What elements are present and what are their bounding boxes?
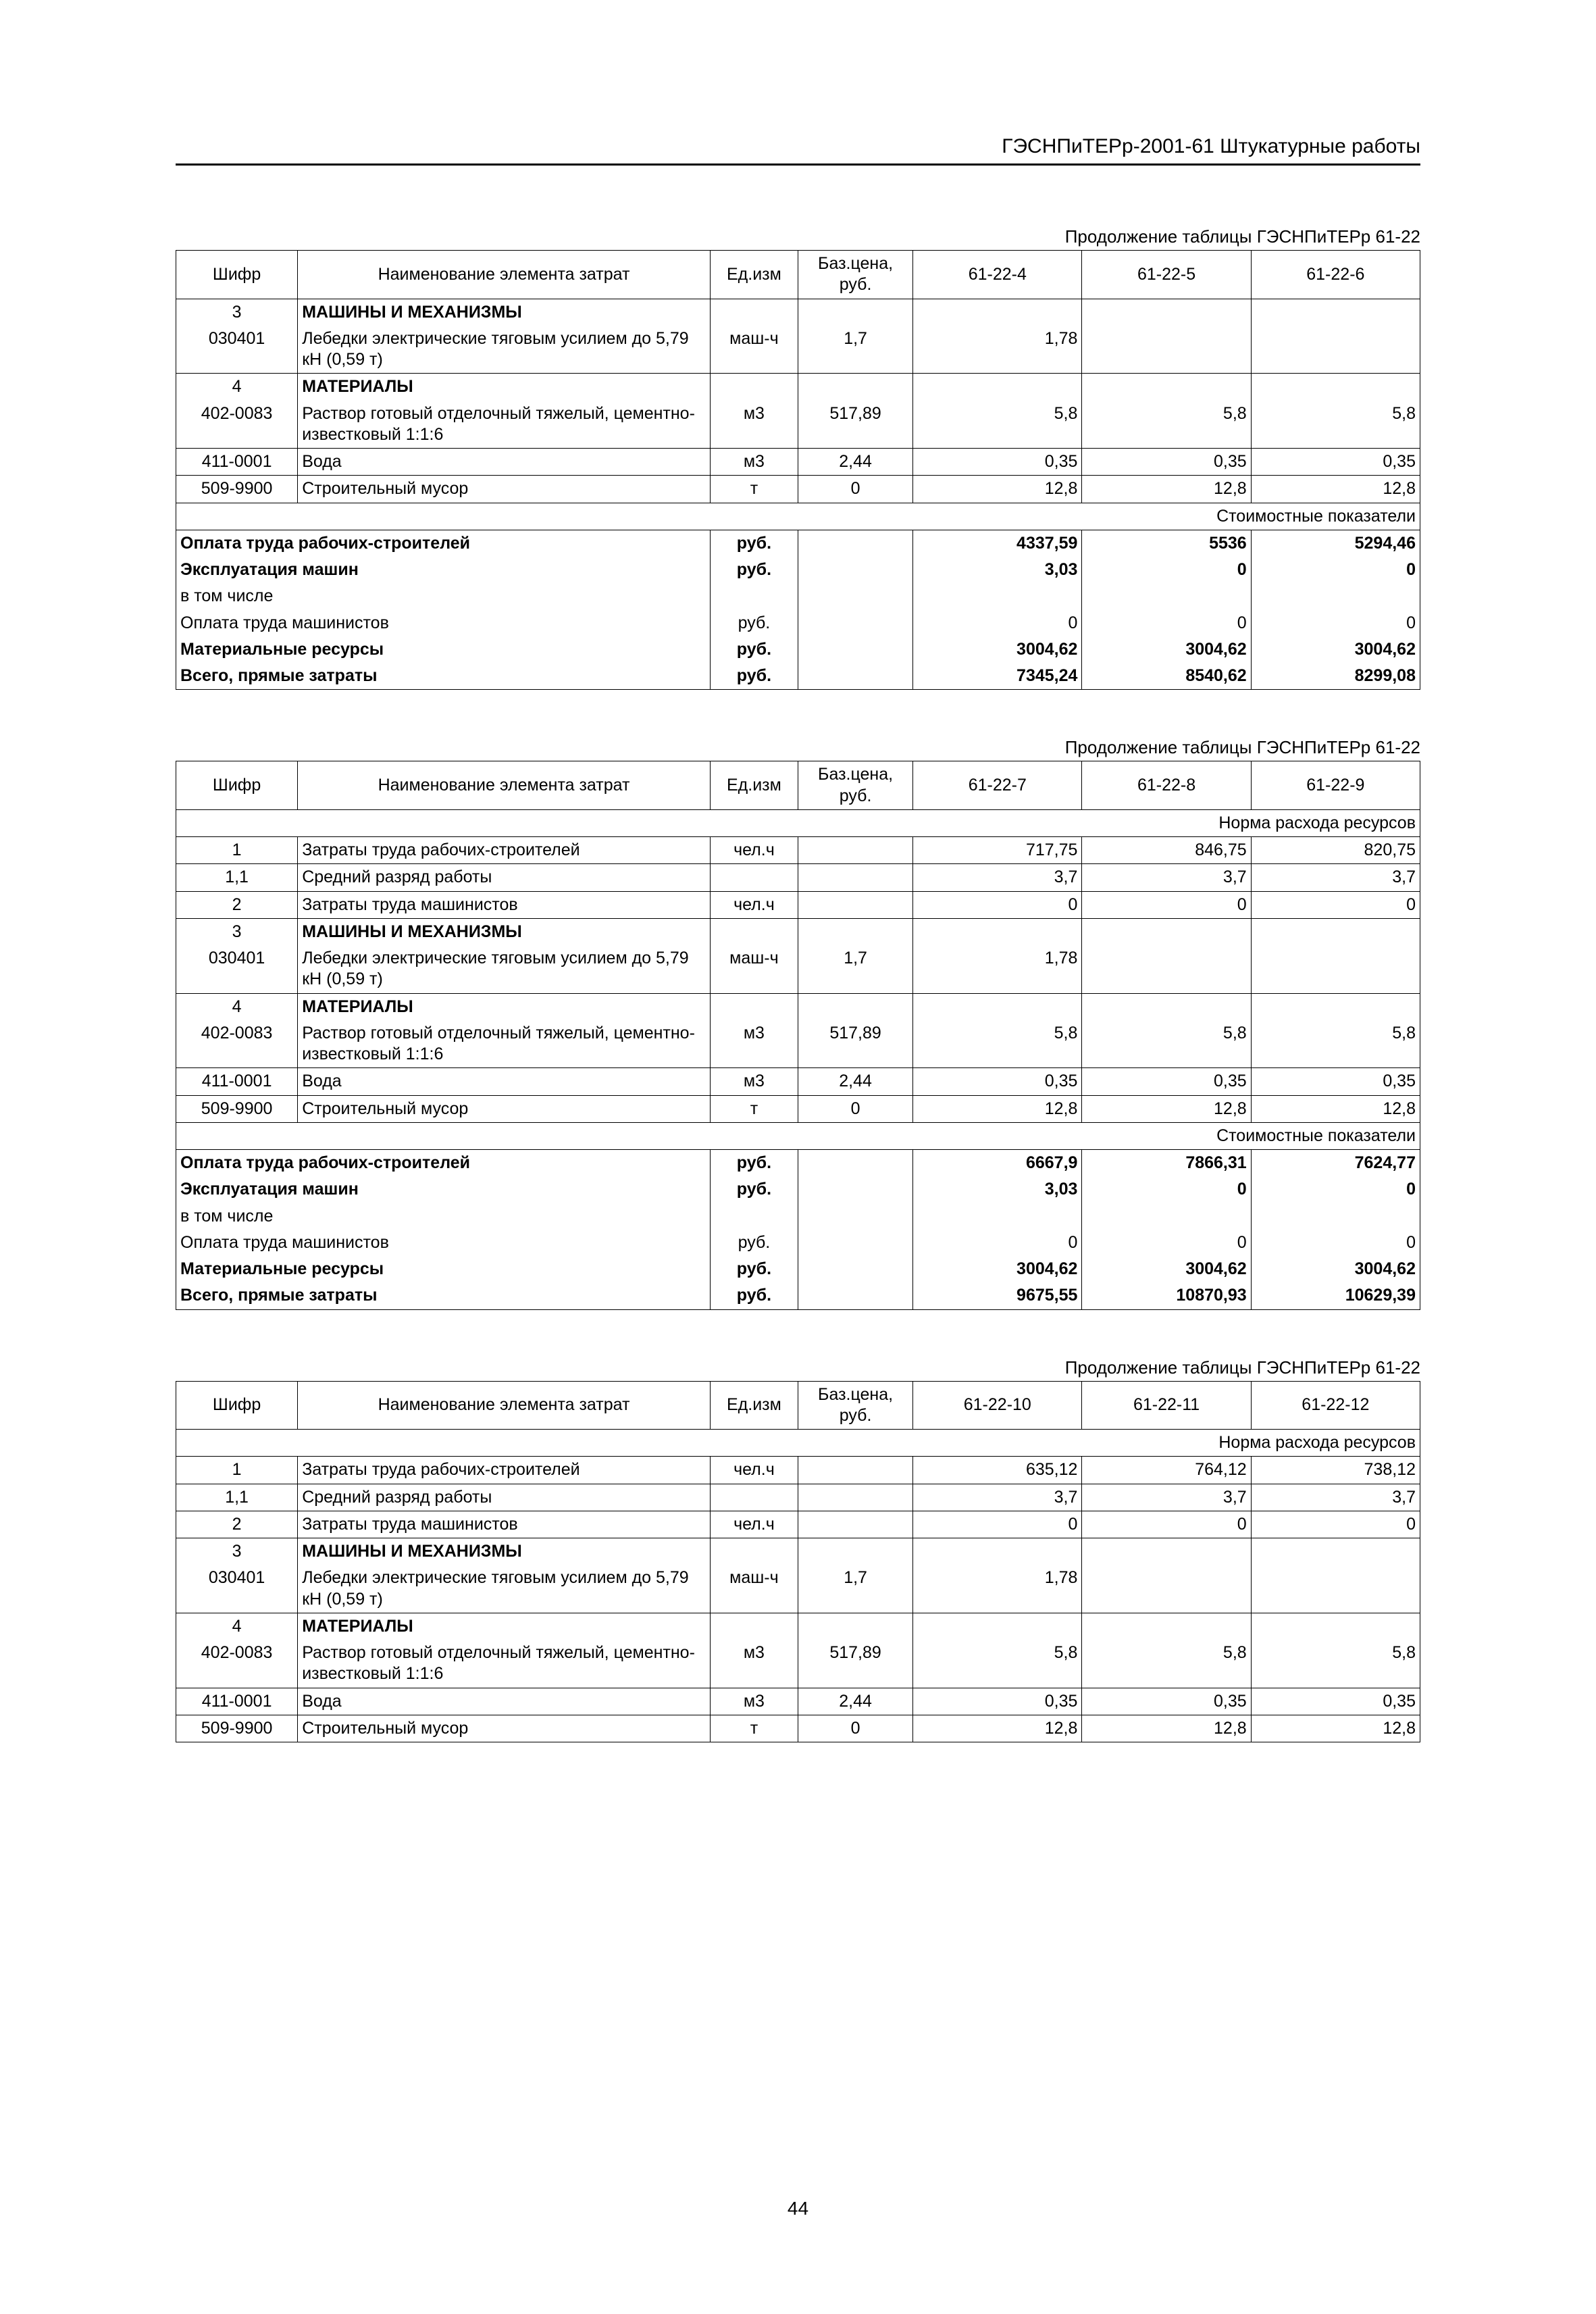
col-v3: 61-22-12 (1251, 1381, 1420, 1430)
table-row: в том числе (176, 583, 1420, 609)
col-shifr: Шифр (176, 251, 298, 299)
table-row: Материальные ресурсыруб. 3004,623004,623… (176, 636, 1420, 663)
table-row: 509-9900Строительный мусорт0 12,812,812,… (176, 1715, 1420, 1742)
col-v3: 61-22-6 (1251, 251, 1420, 299)
table-row: 402-0083Раствор готовый отделочный тяжел… (176, 1640, 1420, 1688)
table-row: 1,1Средний разряд работы 3,73,73,7 (176, 864, 1420, 891)
cost-table: Шифр Наименование элемента затрат Ед.изм… (176, 250, 1420, 690)
cost-table: Шифр Наименование элемента затрат Ед.изм… (176, 761, 1420, 1309)
col-v3: 61-22-9 (1251, 761, 1420, 810)
table-row: 2Затраты труда машинистовчел.ч 000 (176, 891, 1420, 918)
continuation-label: Продолжение таблицы ГЭСНПиТЕРр 61-22 (176, 226, 1420, 247)
machines-header: 3МАШИНЫ И МЕХАНИЗМЫ (176, 918, 1420, 945)
table-row: Оплата труда машинистовруб. 000 (176, 1230, 1420, 1256)
table-row: 1,1Средний разряд работы 3,73,73,7 (176, 1484, 1420, 1511)
col-v1: 61-22-10 (913, 1381, 1082, 1430)
table-row: 411-0001Водам32,44 0,350,350,35 (176, 449, 1420, 476)
table-row: 411-0001Водам32,44 0,350,350,35 (176, 1068, 1420, 1095)
table-row: Всего, прямые затратыруб. 9675,5510870,9… (176, 1282, 1420, 1309)
col-v1: 61-22-4 (913, 251, 1082, 299)
table-row: 030401Лебедки электрические тяговым усил… (176, 326, 1420, 374)
col-price: Баз.цена, руб. (798, 251, 912, 299)
col-shifr: Шифр (176, 761, 298, 810)
table-row: 030401Лебедки электрические тяговым усил… (176, 1565, 1420, 1613)
col-unit: Ед.изм (710, 251, 798, 299)
table-row: 402-0083Раствор готовый отделочный тяжел… (176, 401, 1420, 449)
table-row: Материальные ресурсыруб. 3004,623004,623… (176, 1256, 1420, 1282)
table-row: 509-9900Строительный мусорт0 12,812,812,… (176, 476, 1420, 503)
cost-table: Шифр Наименование элемента затрат Ед.изм… (176, 1381, 1420, 1743)
table-row: 411-0001Водам32,44 0,350,350,35 (176, 1688, 1420, 1715)
table-row: 509-9900Строительный мусорт0 12,812,812,… (176, 1095, 1420, 1122)
col-shifr: Шифр (176, 1381, 298, 1430)
norm-header: Норма расхода ресурсов (176, 809, 1420, 836)
col-unit: Ед.изм (710, 1381, 798, 1430)
cost-header: Стоимостные показатели (176, 503, 1420, 530)
materials-header: 4МАТЕРИАЛЫ (176, 993, 1420, 1020)
col-v1: 61-22-7 (913, 761, 1082, 810)
doc-header: ГЭСНПиТЕРр-2001-61 Штукатурные работы (176, 135, 1420, 166)
table-row: Всего, прямые затратыруб. 7345,248540,62… (176, 663, 1420, 690)
col-name: Наименование элемента затрат (298, 1381, 711, 1430)
materials-header: 4МАТЕРИАЛЫ (176, 1613, 1420, 1640)
col-name: Наименование элемента затрат (298, 251, 711, 299)
table-row: 1Затраты труда рабочих-строителейчел.ч 7… (176, 837, 1420, 864)
col-v2: 61-22-5 (1082, 251, 1251, 299)
materials-header: 4МАТЕРИАЛЫ (176, 374, 1420, 401)
machines-header: 3МАШИНЫ И МЕХАНИЗМЫ (176, 299, 1420, 326)
continuation-label: Продолжение таблицы ГЭСНПиТЕРр 61-22 (176, 737, 1420, 758)
table-row: Оплата труда рабочих-строителейруб. 4337… (176, 530, 1420, 557)
col-price: Баз.цена, руб. (798, 1381, 912, 1430)
table-row: Оплата труда машинистовруб. 000 (176, 610, 1420, 636)
col-price: Баз.цена, руб. (798, 761, 912, 810)
table-row: Эксплуатация машинруб. 3,0300 (176, 1176, 1420, 1203)
col-v2: 61-22-8 (1082, 761, 1251, 810)
table-row: 402-0083Раствор готовый отделочный тяжел… (176, 1020, 1420, 1068)
table-row: 030401Лебедки электрические тяговым усил… (176, 945, 1420, 993)
table-row: Оплата труда рабочих-строителейруб. 6667… (176, 1150, 1420, 1177)
col-v2: 61-22-11 (1082, 1381, 1251, 1430)
table-row: 1Затраты труда рабочих-строителейчел.ч 6… (176, 1457, 1420, 1484)
continuation-label: Продолжение таблицы ГЭСНПиТЕРр 61-22 (176, 1357, 1420, 1378)
table-row: в том числе (176, 1203, 1420, 1230)
page-number: 44 (0, 2198, 1596, 2219)
cost-header: Стоимостные показатели (176, 1122, 1420, 1149)
col-unit: Ед.изм (710, 761, 798, 810)
table-row: 2Затраты труда машинистовчел.ч 000 (176, 1511, 1420, 1538)
table-row: Эксплуатация машинруб. 3,0300 (176, 557, 1420, 583)
col-name: Наименование элемента затрат (298, 761, 711, 810)
machines-header: 3МАШИНЫ И МЕХАНИЗМЫ (176, 1538, 1420, 1565)
norm-header: Норма расхода ресурсов (176, 1430, 1420, 1457)
